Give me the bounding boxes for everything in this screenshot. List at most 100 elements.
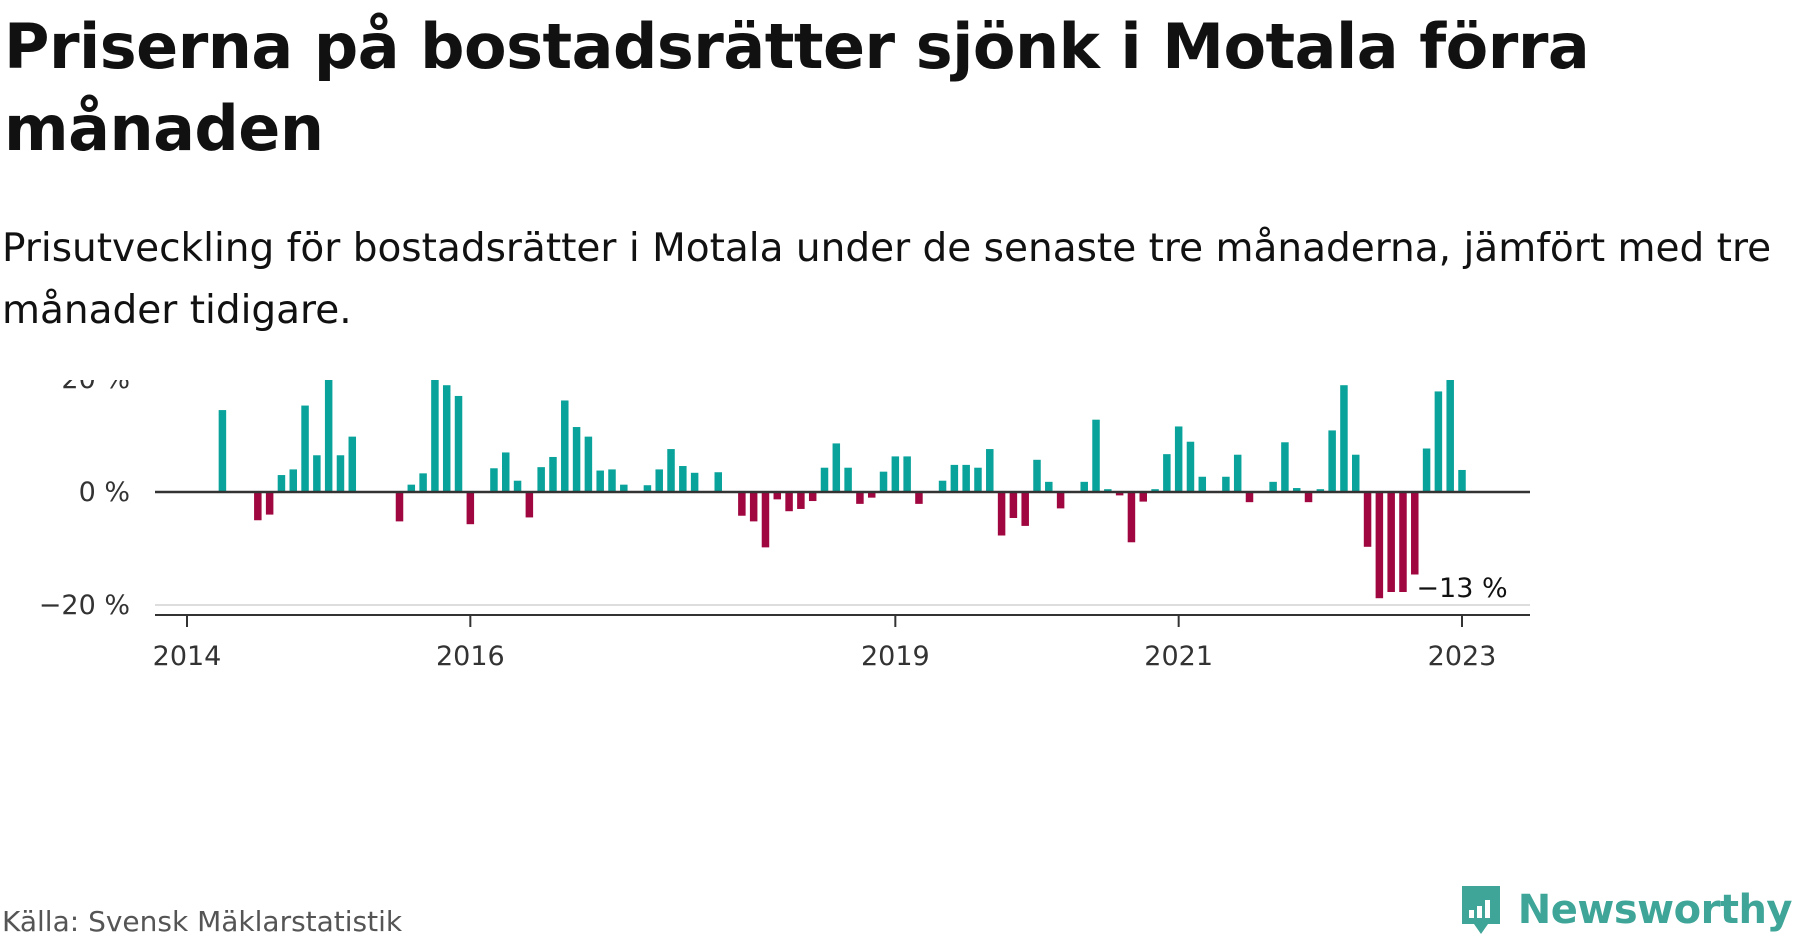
bar [679, 466, 687, 492]
bar [608, 469, 616, 492]
bar [1186, 441, 1195, 492]
bar-chart: 20 % 0 % −20 % 2014 2016 2019 2021 2023 −13 % [39, 380, 1530, 672]
bar [1316, 489, 1325, 492]
bar [797, 492, 805, 509]
bar [1056, 492, 1065, 509]
bar [502, 452, 510, 492]
bar [1092, 419, 1100, 492]
bar [1422, 448, 1431, 492]
y-tick-label: 0 % [79, 477, 130, 508]
bar [808, 492, 817, 502]
grid-lines [155, 604, 1530, 606]
bar [1292, 488, 1301, 492]
bar [1080, 481, 1088, 492]
bar [537, 467, 545, 492]
bars [218, 380, 1466, 599]
bar [962, 464, 970, 492]
bar [584, 436, 593, 492]
bar [655, 469, 663, 492]
bar [643, 485, 652, 492]
bar [1304, 492, 1313, 503]
bar [1399, 492, 1407, 593]
bar [407, 484, 416, 492]
bar [938, 480, 947, 492]
bar [1434, 391, 1443, 492]
bar [336, 455, 345, 492]
bar [490, 468, 498, 492]
bar [289, 469, 297, 492]
bar [986, 449, 994, 492]
bar [1340, 385, 1348, 492]
bar [525, 492, 534, 518]
y-tick-label: 20 % [61, 380, 130, 395]
newsworthy-logo-icon [1461, 886, 1500, 934]
bar [348, 436, 357, 492]
bar [324, 380, 333, 492]
chart-subtitle: Prisutveckling för bostadsrätter i Motal… [2, 226, 1772, 333]
bar [667, 449, 675, 492]
bar [891, 456, 900, 492]
source-note: Källa: Svensk Mäklarstatistik [2, 905, 403, 938]
bar [277, 475, 286, 492]
bar [1233, 454, 1242, 492]
bar [466, 492, 475, 525]
bar [301, 405, 309, 492]
bar [1104, 489, 1112, 492]
bar [974, 467, 982, 492]
bar [1352, 454, 1360, 492]
bar [1446, 380, 1454, 492]
bar [1269, 481, 1277, 492]
bar [1328, 430, 1336, 492]
bar [265, 492, 274, 515]
x-tick-label: 2019 [861, 641, 930, 672]
x-tick-label: 2023 [1428, 641, 1497, 672]
bar [1245, 492, 1254, 503]
axes [155, 490, 1530, 627]
bar [690, 472, 699, 492]
bar [1174, 426, 1183, 492]
bar [1163, 454, 1171, 492]
bar [1115, 492, 1124, 496]
bar [879, 471, 888, 492]
bar [867, 492, 876, 498]
bar [1045, 481, 1053, 492]
bar [749, 492, 758, 522]
bar [431, 380, 439, 492]
bar [513, 480, 522, 492]
bar [785, 492, 793, 512]
bar [903, 456, 911, 492]
chart-title: Priserna på bostadsrätter sjönk i Motala… [4, 10, 1590, 165]
bar [549, 456, 557, 492]
bar [1009, 492, 1018, 518]
bar [844, 467, 852, 492]
bar [1411, 492, 1419, 575]
bar [738, 492, 746, 516]
brand-name: Newsworthy [1517, 887, 1793, 933]
bar [1458, 469, 1466, 492]
bar [419, 473, 427, 492]
bar [395, 492, 404, 522]
bar [1198, 476, 1207, 492]
bar [773, 492, 782, 500]
bar [454, 395, 463, 492]
bar [950, 464, 959, 492]
bar [572, 427, 581, 492]
bar [442, 385, 451, 492]
bar [1281, 442, 1289, 492]
x-tick-label: 2014 [153, 641, 222, 672]
bar [1033, 459, 1041, 492]
bar [1375, 492, 1384, 599]
bar [1021, 492, 1029, 526]
bar [596, 470, 604, 492]
labels: 20 % 0 % −20 % 2014 2016 2019 2021 2023 −13 % [39, 380, 1511, 672]
bar [1151, 489, 1159, 492]
bar [997, 492, 1006, 536]
bar [832, 443, 841, 492]
bar [218, 410, 227, 492]
bar [856, 492, 864, 504]
x-tick-label: 2021 [1144, 641, 1213, 672]
bar [915, 492, 923, 504]
bar [761, 492, 770, 548]
y-tick-label: −20 % [39, 590, 130, 621]
x-tick-label: 2016 [436, 641, 505, 672]
